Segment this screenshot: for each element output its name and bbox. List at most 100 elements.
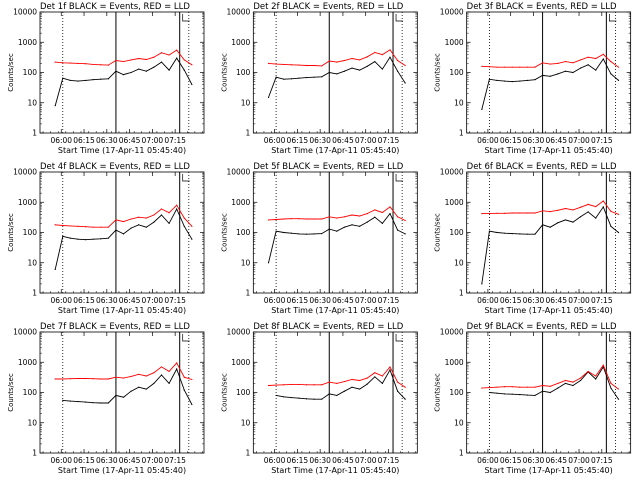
x-tick-label: 06:45 bbox=[545, 136, 567, 145]
events-point bbox=[564, 70, 566, 72]
lld-point bbox=[92, 378, 94, 380]
lld-point bbox=[534, 66, 536, 68]
events-point bbox=[130, 227, 132, 229]
lld-point bbox=[313, 384, 315, 386]
events-point bbox=[404, 82, 406, 84]
lld-point bbox=[496, 212, 498, 214]
bracket-marker bbox=[609, 334, 617, 342]
y-tick-label: 1000 bbox=[231, 358, 250, 367]
events-point bbox=[298, 397, 300, 399]
events-point bbox=[176, 208, 178, 210]
events-point bbox=[572, 71, 574, 74]
lld-point bbox=[481, 65, 483, 67]
events-point bbox=[504, 80, 506, 82]
events-point bbox=[176, 57, 178, 59]
lld-point bbox=[305, 218, 308, 220]
events-point bbox=[595, 378, 597, 380]
bracket-marker bbox=[609, 174, 617, 182]
lld-point bbox=[519, 386, 521, 388]
events-point bbox=[122, 233, 125, 235]
x-tick-label: 07:15 bbox=[164, 456, 186, 465]
x-tick-label: 06:00 bbox=[50, 136, 72, 145]
lld-point bbox=[366, 213, 368, 215]
events-point bbox=[122, 396, 125, 398]
lld-point bbox=[496, 66, 498, 68]
x-tick-label: 06:30 bbox=[96, 136, 118, 145]
lld-point bbox=[138, 373, 140, 375]
lld-point bbox=[115, 219, 117, 221]
lld-point bbox=[267, 219, 270, 221]
lld-point bbox=[84, 63, 87, 65]
panel-det-9: Det 9f BLACK = Events, RED = LLD 1 10 100 10… bbox=[434, 322, 632, 475]
events-point bbox=[381, 222, 384, 224]
y-tick-label: 10000 bbox=[226, 168, 250, 177]
events-point bbox=[145, 388, 147, 390]
lld-point bbox=[359, 215, 361, 217]
x-tick-label: 06:15 bbox=[73, 136, 95, 145]
lld-point bbox=[69, 378, 71, 380]
lld-point bbox=[343, 216, 346, 218]
x-axis-label: Start Time (17-Apr-11 05:45:40) bbox=[485, 466, 613, 475]
events-series-line bbox=[276, 368, 406, 400]
events-point bbox=[396, 229, 399, 231]
lld-point bbox=[321, 65, 323, 67]
events-point bbox=[283, 231, 285, 234]
lld-point bbox=[160, 52, 163, 54]
lld-point bbox=[145, 217, 147, 219]
events-point bbox=[69, 79, 71, 81]
events-point bbox=[366, 383, 368, 385]
events-point bbox=[69, 400, 71, 402]
y-tick-label: 10000 bbox=[440, 8, 464, 17]
y-tick-label: 100 bbox=[236, 388, 251, 397]
events-point bbox=[351, 224, 353, 226]
lld-point bbox=[62, 378, 64, 380]
events-point bbox=[336, 73, 338, 75]
y-tick-label: 10 bbox=[27, 258, 37, 267]
x-tick-label: 06:30 bbox=[523, 296, 545, 305]
events-point bbox=[351, 67, 353, 69]
events-point bbox=[519, 394, 521, 396]
x-tick-label: 06:00 bbox=[477, 136, 499, 145]
y-tick-label: 1 bbox=[32, 449, 37, 458]
events-point bbox=[374, 376, 376, 378]
events-point bbox=[267, 262, 270, 264]
lld-point bbox=[336, 217, 338, 219]
events-point bbox=[564, 382, 566, 384]
y-tick-label: 1 bbox=[459, 289, 464, 298]
events-point bbox=[511, 81, 513, 83]
x-tick-label: 06:45 bbox=[545, 296, 567, 305]
lld-point bbox=[54, 378, 56, 380]
panel-title: Det 8f BLACK = Events, RED = LLD bbox=[253, 322, 403, 332]
events-point bbox=[267, 96, 270, 99]
lld-point bbox=[549, 385, 551, 387]
x-tick-label: 07:00 bbox=[355, 296, 377, 305]
events-point bbox=[541, 224, 544, 226]
events-point bbox=[160, 214, 163, 216]
y-tick-label: 1000 bbox=[231, 38, 250, 47]
y-tick-label: 100 bbox=[236, 68, 251, 77]
lld-point bbox=[381, 54, 384, 56]
x-tick-label: 07:15 bbox=[164, 136, 186, 145]
x-tick-label: 07:15 bbox=[164, 296, 186, 305]
events-point bbox=[579, 216, 582, 218]
y-tick-label: 100 bbox=[23, 228, 38, 237]
lld-point bbox=[617, 388, 620, 390]
events-series-line bbox=[54, 57, 193, 106]
panel-det-4: Det 4f BLACK = Events, RED = LLD 1 10 100 10… bbox=[7, 162, 205, 315]
lld-point bbox=[526, 212, 529, 214]
events-series-line bbox=[268, 212, 406, 263]
y-tick-label: 10 bbox=[27, 98, 37, 107]
lld-point bbox=[328, 216, 330, 218]
events-point bbox=[336, 230, 338, 232]
panel-title: Det 9f BLACK = Events, RED = LLD bbox=[467, 322, 617, 332]
y-tick-label: 100 bbox=[449, 388, 464, 397]
events-point bbox=[504, 393, 506, 395]
events-point bbox=[160, 374, 163, 376]
y-axis-label: Counts/sec bbox=[220, 53, 228, 92]
x-tick-label: 06:45 bbox=[119, 136, 141, 145]
events-point bbox=[488, 230, 491, 232]
events-point bbox=[366, 221, 368, 223]
y-tick-label: 100 bbox=[23, 388, 38, 397]
x-tick-label: 07:15 bbox=[378, 296, 400, 305]
lld-point bbox=[404, 219, 406, 222]
